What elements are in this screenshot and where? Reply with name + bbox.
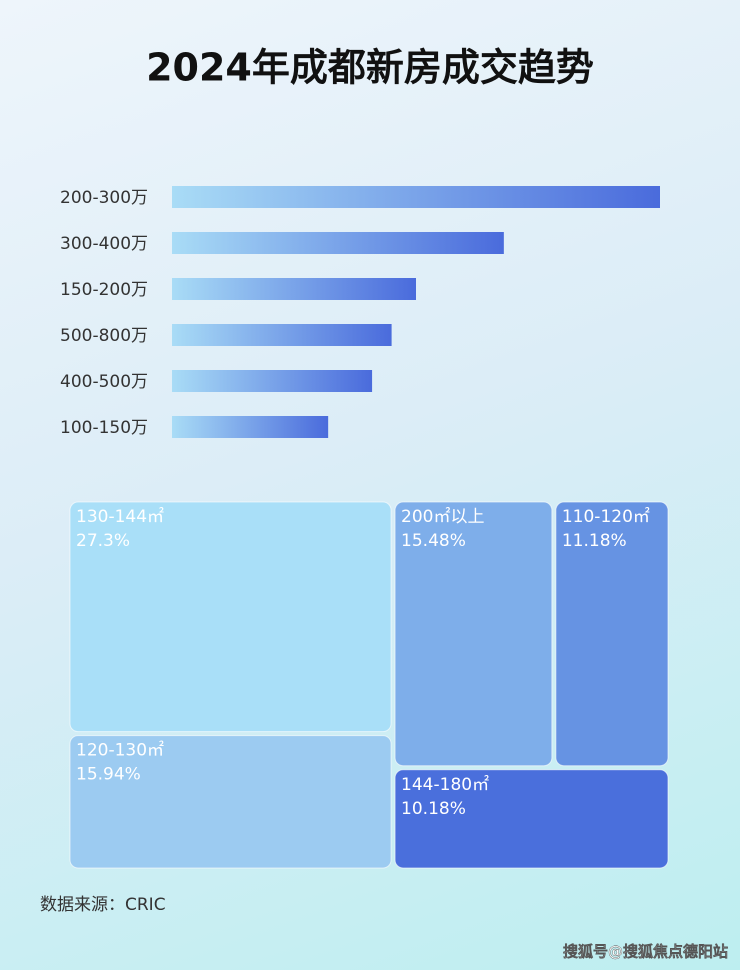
bar [172,278,416,300]
y-tick-label: 400-500万 [60,372,148,392]
bar [172,186,660,208]
y-tick-label: 200-300万 [60,188,148,208]
cell-label: 144-180㎡ [401,775,489,795]
source: 数据来源：CRIC [40,895,166,915]
treemap-cell [69,735,392,869]
bar [172,370,373,392]
y-tick-label: 100-150万 [60,418,148,438]
y-tick-label: 500-800万 [60,326,148,346]
cell-label: 130-144㎡ [76,507,164,527]
chart-title: 2024年成都新房成交趋势 [146,46,594,90]
bar [172,324,392,346]
cell-value: 15.94% [76,765,141,785]
y-tick-label: 300-400万 [60,234,148,254]
treemap-cell [555,501,669,767]
cell-value: 15.48% [401,531,466,551]
bar [172,416,329,438]
cell-label: 110-120㎡ [562,507,650,527]
cell-value: 27.3% [76,531,130,551]
cell-value: 10.18% [401,799,466,819]
cell-label: 200㎡以上 [401,507,484,527]
bar [172,232,504,254]
watermark: 搜狐号@搜狐焦点德阳站 [563,943,728,961]
treemap-cell [394,501,553,767]
treemap-cell [394,769,669,869]
cell-label: 120-130㎡ [76,741,164,761]
cell-value: 11.18% [562,531,627,551]
y-tick-label: 150-200万 [60,280,148,300]
treemap-cell [69,501,392,733]
